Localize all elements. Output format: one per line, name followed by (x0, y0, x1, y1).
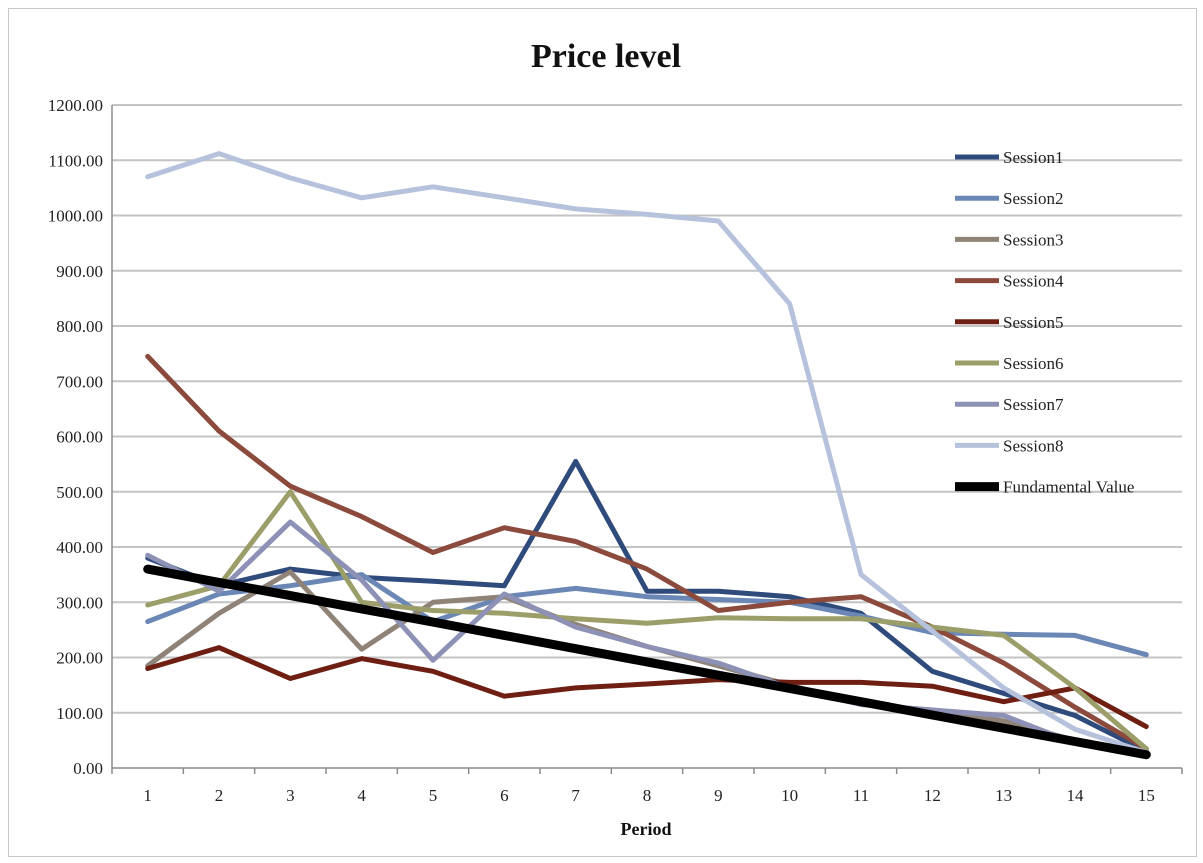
legend-label-session4: Session4 (1003, 272, 1064, 291)
x-tick-label: 8 (643, 786, 652, 805)
y-tick-label: 300.00 (56, 593, 103, 612)
price-level-chart: Price level 0.00 100.00 200.00 300.00 400.00… (48, 38, 1183, 839)
x-tick-label: 2 (215, 786, 224, 805)
y-tick-label: 500.00 (56, 483, 103, 502)
y-tick-label: 1100.00 (48, 151, 103, 170)
x-tick-label: 11 (853, 786, 869, 805)
x-axis-label: Period (621, 819, 672, 839)
legend-label-session3: Session3 (1003, 230, 1063, 249)
x-tick-label: 6 (500, 786, 509, 805)
series-lines (143, 151, 1151, 760)
legend-label-session8: Session8 (1003, 436, 1063, 455)
x-tick-label: 12 (924, 786, 941, 805)
x-tick-label: 10 (781, 786, 798, 805)
legend-label-session5: Session5 (1003, 313, 1063, 332)
grid-lines (112, 104, 1182, 714)
y-tick-label: 200.00 (56, 649, 103, 668)
x-tick-label: 14 (1067, 786, 1085, 805)
x-tick-label: 5 (429, 786, 438, 805)
axes: 0.00 100.00 200.00 300.00 400.00 500.00 600.00… (48, 96, 1183, 805)
legend: Session1 Session2 Session3 Session4 Session5… (955, 148, 1134, 497)
x-tick-label: 7 (571, 786, 580, 805)
chart-frame: Price level 0.00 100.00 200.00 300.00 400.00… (8, 8, 1197, 857)
series-line-session5 (145, 645, 1149, 730)
series-line-session4 (145, 353, 1149, 752)
y-tick-label: 800.00 (56, 317, 103, 336)
legend-label-session7: Session7 (1003, 395, 1064, 414)
x-tick-label: 15 (1138, 786, 1155, 805)
legend-label-session1: Session1 (1003, 148, 1063, 167)
x-tick-label: 4 (357, 786, 366, 805)
y-tick-label: 600.00 (56, 428, 103, 447)
y-tick-label: 1200.00 (48, 96, 103, 115)
y-tick-label: 100.00 (56, 704, 103, 723)
series-line-session8 (145, 151, 1149, 755)
y-tick-label: 700.00 (56, 372, 103, 391)
series-line-session7 (145, 519, 1149, 757)
y-tick-label: 1000.00 (48, 207, 103, 226)
x-tick-label: 13 (995, 786, 1012, 805)
y-tick-label: 900.00 (56, 262, 103, 281)
series-line-fundamental-value (143, 564, 1151, 760)
y-tick-label: 400.00 (56, 538, 103, 557)
chart-title: Price level (531, 38, 681, 75)
x-tick-label: 3 (286, 786, 295, 805)
x-tick-label: 9 (714, 786, 723, 805)
legend-label-session2: Session2 (1003, 189, 1063, 208)
x-tick-label: 1 (143, 786, 152, 805)
series-line-session1 (145, 458, 1149, 754)
series-line-session6 (145, 489, 1149, 752)
legend-label-session6: Session6 (1003, 354, 1063, 373)
y-tick-label: 0.00 (73, 759, 103, 778)
legend-label-fundamental-value: Fundamental Value (1003, 478, 1134, 497)
